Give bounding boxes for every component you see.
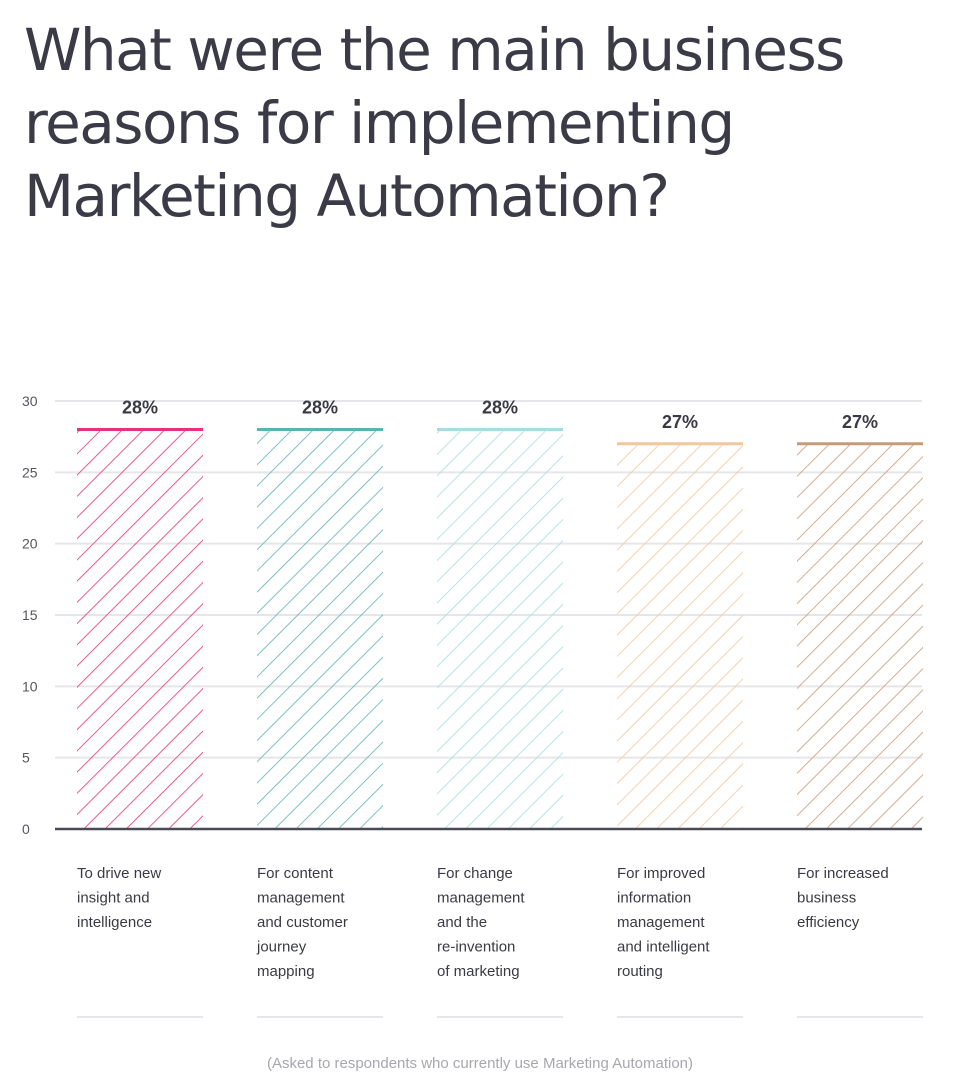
bar <box>257 429 383 829</box>
category-label: For increased business efficiency <box>797 865 889 931</box>
y-tick-label: 10 <box>22 678 38 694</box>
category-label: For content management and customer journey… <box>256 865 348 980</box>
y-axis-tick-labels: 0 5 10 15 20 25 30 <box>22 393 38 837</box>
bar <box>77 429 203 829</box>
bars: 28% 28% 28% 27% 27% <box>77 398 923 829</box>
category-label: For change management and the re-invention o… <box>437 865 525 980</box>
bar-value-label: 28% <box>302 398 338 418</box>
bar-value-label: 27% <box>842 412 878 432</box>
y-tick-label: 5 <box>22 750 30 766</box>
category-label: To drive new insight and intelligence <box>77 865 161 931</box>
chart-title: What were the main business reasons for … <box>24 16 845 230</box>
bar-value-label: 27% <box>662 412 698 432</box>
y-tick-label: 15 <box>22 607 38 623</box>
footnote: (Asked to respondents who currently use … <box>266 1055 694 1072</box>
bar <box>797 443 923 829</box>
bar-value-label: 28% <box>122 398 158 418</box>
y-tick-label: 25 <box>22 464 38 480</box>
y-tick-label: 0 <box>22 821 30 837</box>
category-label: For improved information management and int… <box>617 865 710 980</box>
category-labels: To drive new insight and intelligence For c… <box>77 865 923 1018</box>
y-tick-label: 30 <box>22 393 38 409</box>
y-tick-label: 20 <box>22 536 38 552</box>
bar <box>617 443 743 829</box>
bar <box>437 429 563 829</box>
bar-value-label: 28% <box>482 398 518 418</box>
